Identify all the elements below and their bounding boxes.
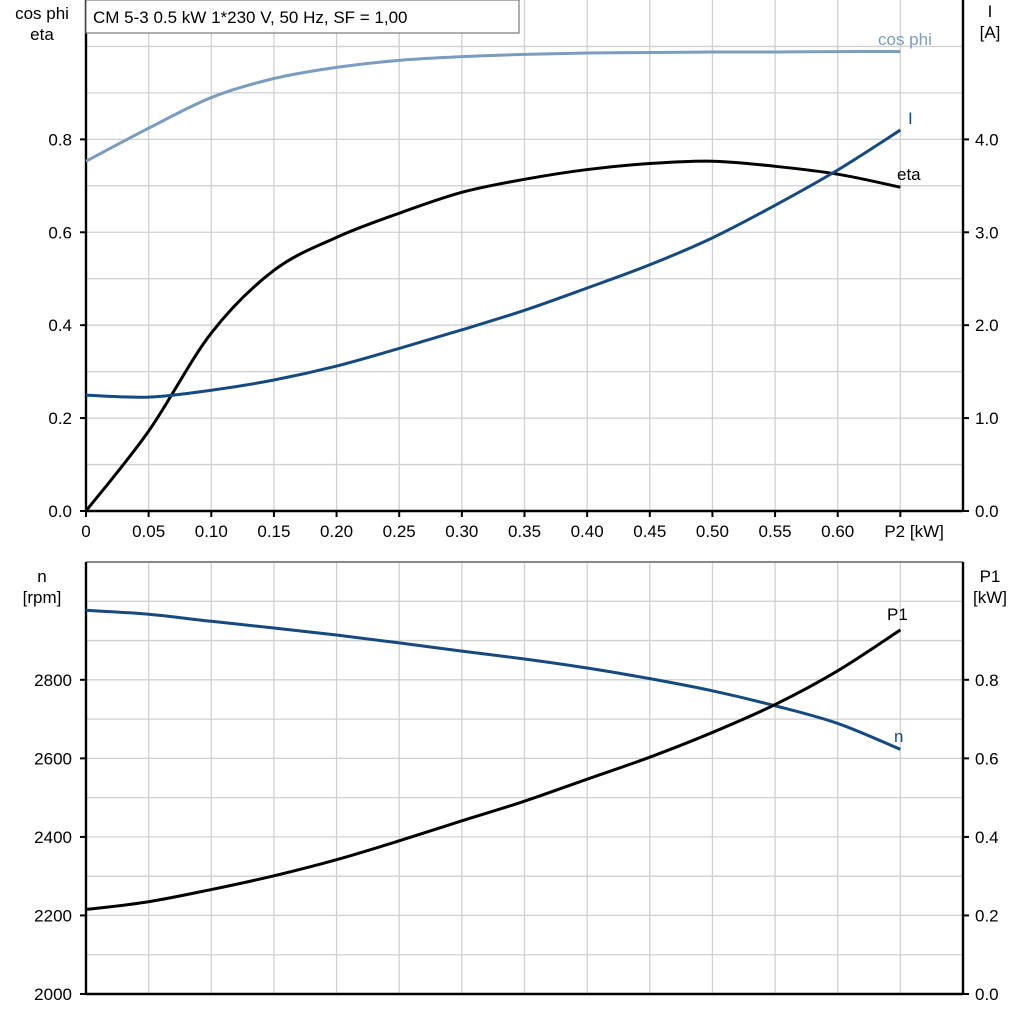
right-tick-label: 0.0 xyxy=(975,985,999,1004)
x-tick-label: 0.60 xyxy=(821,522,854,541)
series-line-P1 xyxy=(85,628,902,912)
x-tick-label: 0 xyxy=(81,522,90,541)
series-label-I: I xyxy=(908,109,913,128)
right-axis-label: I xyxy=(988,2,993,21)
right-tick-label: 2.0 xyxy=(975,316,999,335)
right-tick-label: 0.6 xyxy=(975,749,999,768)
left-tick-label: 2200 xyxy=(34,906,72,925)
x-tick-label: 0.45 xyxy=(633,522,666,541)
left-tick-label: 0.8 xyxy=(48,130,72,149)
right-axis-label: [A] xyxy=(980,23,1001,42)
series-line-eta xyxy=(84,159,901,512)
left-tick-label: 2000 xyxy=(34,985,72,1004)
x-tick-label: 0.50 xyxy=(696,522,729,541)
right-tick-label: 1.0 xyxy=(975,409,999,428)
chart-panel-2: 2000 2200 2400 2600 2800 0.0 0.2 0.4 0.6 0.8 n [rpm… xyxy=(23,561,1007,1004)
chart-title: CM 5-3 0.5 kW 1*230 V, 50 Hz, SF = 1,00 xyxy=(93,8,408,27)
chart-panel-1: 0.0 0.2 0.4 0.6 0.8 0.0 1.0 2.0 3.0 4.0 cos phi eta… xyxy=(15,0,1000,541)
left-tick-label: 2400 xyxy=(34,828,72,847)
right-tick-label: 0.4 xyxy=(975,828,999,847)
series-line-I xyxy=(85,128,902,399)
right-axis-label: [kW] xyxy=(973,588,1007,607)
x-axis-label: P2 [kW] xyxy=(884,522,944,541)
series-label-cos-phi: cos phi xyxy=(878,30,932,49)
left-tick-label: 0.2 xyxy=(48,409,72,428)
title-box xyxy=(85,0,520,34)
x-tick-label: 0.10 xyxy=(195,522,228,541)
x-tick-label: 0.55 xyxy=(759,522,792,541)
left-tick-label: 0.0 xyxy=(48,502,72,521)
x-tick-label: 0.25 xyxy=(383,522,416,541)
x-tick-label: 0.20 xyxy=(320,522,353,541)
x-tick-label: 0.40 xyxy=(571,522,604,541)
right-tick-label: 0.2 xyxy=(975,906,999,925)
right-tick-label: 0.8 xyxy=(975,671,999,690)
left-tick-label: 2600 xyxy=(34,749,72,768)
series-line-cos-phi xyxy=(85,50,901,163)
right-tick-label: 3.0 xyxy=(975,223,999,242)
x-tick-label: 0.15 xyxy=(257,522,290,541)
right-tick-label: 4.0 xyxy=(975,130,999,149)
x-tick-label: 0.05 xyxy=(132,522,165,541)
left-axis-label: [rpm] xyxy=(23,588,62,607)
left-axis-label: cos phi xyxy=(15,4,69,23)
x-tick-label: 0.35 xyxy=(508,522,541,541)
left-tick-label: 2800 xyxy=(34,671,72,690)
right-tick-label: 0.0 xyxy=(975,502,999,521)
series-label-n: n xyxy=(894,727,903,746)
left-axis-label: eta xyxy=(30,25,54,44)
x-tick-label: 0.30 xyxy=(445,522,478,541)
right-axis-label: P1 xyxy=(980,567,1001,586)
left-tick-label: 0.6 xyxy=(48,223,72,242)
left-tick-label: 0.4 xyxy=(48,316,72,335)
left-axis-label: n xyxy=(37,567,46,586)
series-label-eta: eta xyxy=(897,165,921,184)
series-label-P1: P1 xyxy=(887,605,908,624)
